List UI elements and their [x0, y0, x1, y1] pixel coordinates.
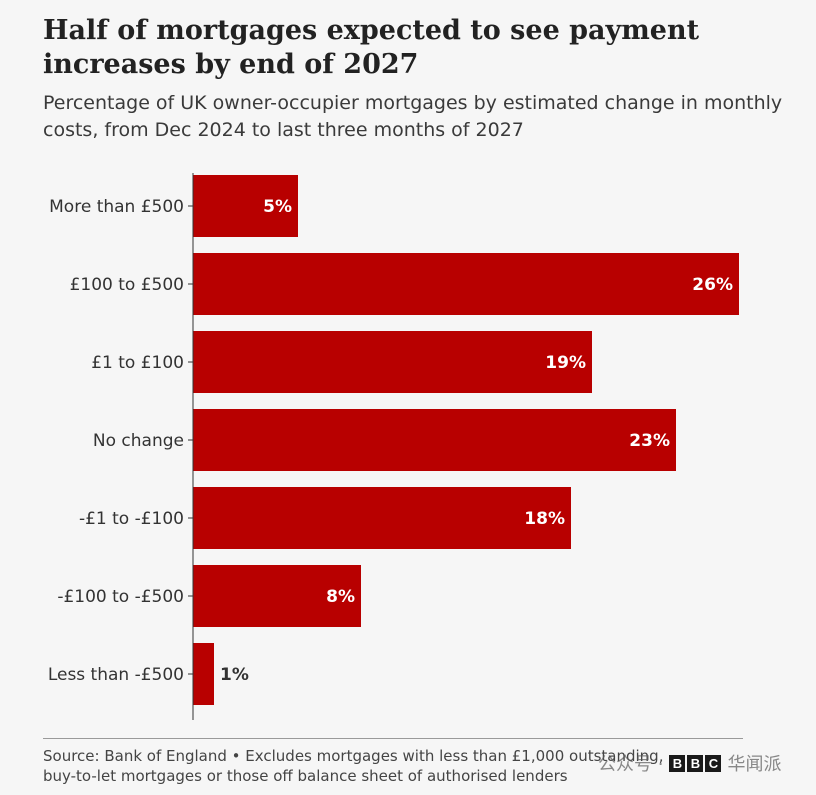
- value-label: 18%: [524, 509, 565, 529]
- bbc-logo: B B C: [669, 754, 722, 772]
- value-label: 26%: [692, 275, 733, 295]
- value-label: 23%: [629, 431, 670, 451]
- category-label: No change: [93, 431, 184, 451]
- bar: [193, 409, 676, 471]
- bar-chart: More than £500 5% £100 to £500 26% £1 to £10…: [48, 173, 739, 720]
- watermark-text-left: 公众号 ·: [598, 754, 664, 775]
- source-note: Source: Bank of England • Excludes mortg…: [43, 747, 664, 785]
- bar: [193, 487, 571, 549]
- value-label: 19%: [545, 353, 586, 373]
- bar: [193, 643, 214, 705]
- watermark-text-right: 华闻派: [727, 754, 782, 775]
- category-label: £100 to £500: [70, 275, 184, 295]
- bbc-logo-letter: B: [687, 754, 704, 772]
- value-label: 1%: [220, 665, 249, 685]
- category-label: -£100 to -£500: [57, 587, 184, 607]
- watermark: 公众号 · B B C 华闻派: [598, 752, 782, 775]
- category-label: More than £500: [49, 197, 184, 217]
- bar: [193, 253, 739, 315]
- category-label: £1 to £100: [91, 353, 184, 373]
- bar: [193, 565, 361, 627]
- category-label: Less than -£500: [48, 665, 184, 685]
- chart-title: Half of mortgages expected to see paymen…: [43, 15, 700, 80]
- bar: [193, 331, 592, 393]
- bbc-logo-letter: C: [705, 754, 722, 772]
- bbc-logo-letter: B: [669, 754, 686, 772]
- bar: [193, 175, 298, 237]
- value-label: 8%: [326, 587, 355, 607]
- value-label: 5%: [263, 197, 292, 217]
- category-label: -£1 to -£100: [79, 509, 184, 529]
- footer-divider: [43, 738, 743, 739]
- chart-subtitle: Percentage of UK owner-occupier mortgage…: [43, 92, 783, 141]
